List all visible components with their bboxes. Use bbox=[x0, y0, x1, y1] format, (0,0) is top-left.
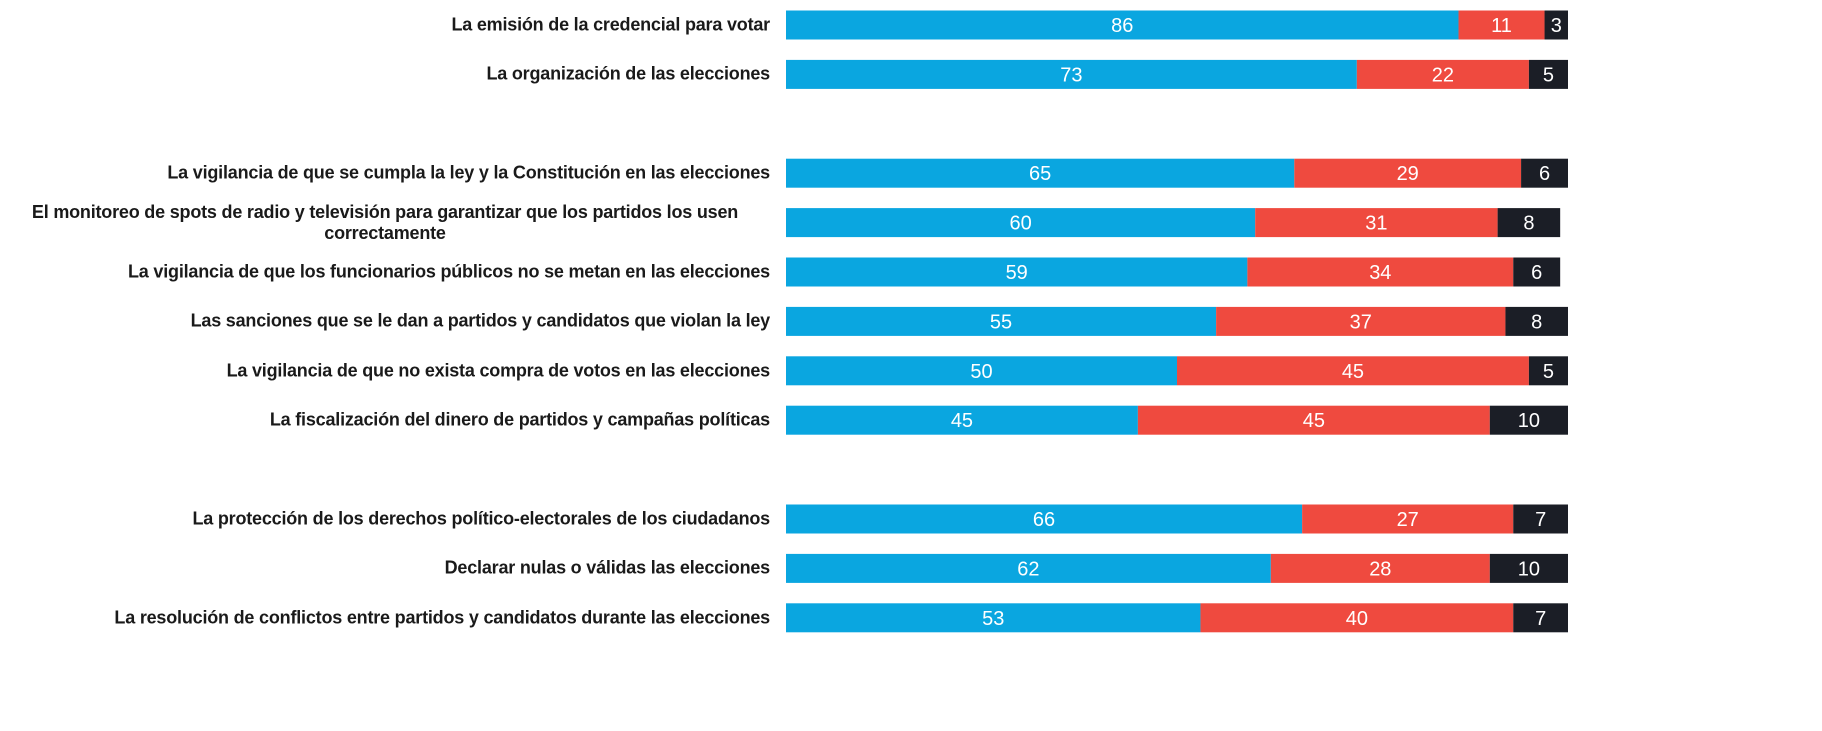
category-label: La emisión de la credencial para votar bbox=[451, 14, 770, 35]
value-label: 7 bbox=[1535, 608, 1546, 630]
category-label-box: Las sanciones que se le dan a partidos y… bbox=[0, 310, 771, 332]
bar-segment bbox=[786, 10, 1459, 40]
value-label: 34 bbox=[1369, 262, 1391, 284]
bar-segment bbox=[786, 208, 1256, 238]
value-label: 53 bbox=[982, 608, 1004, 630]
bar-segment bbox=[1513, 603, 1568, 633]
bar-segment bbox=[1513, 504, 1568, 534]
bar-segment bbox=[786, 356, 1177, 386]
category-label-box: La emisión de la credencial para votar bbox=[0, 15, 770, 36]
value-label: 6 bbox=[1539, 163, 1550, 185]
category-label-box: Declarar nulas o válidas las elecciones bbox=[0, 557, 771, 579]
category-label-box: La vigilancia de que los funcionarios pú… bbox=[0, 262, 770, 283]
bar-segment bbox=[1255, 208, 1498, 238]
value-label: 86 bbox=[1111, 15, 1133, 37]
bar-segment bbox=[1521, 158, 1568, 188]
category-label-box: La vigilancia de que se cumpla la ley y … bbox=[0, 163, 770, 184]
value-label: 62 bbox=[1017, 558, 1039, 580]
value-label: 50 bbox=[970, 361, 992, 383]
value-label: 45 bbox=[1303, 410, 1325, 432]
bar-segment bbox=[1356, 59, 1529, 89]
bar-segment bbox=[1200, 603, 1514, 633]
value-label: 5 bbox=[1543, 64, 1554, 86]
bar-segment bbox=[1458, 10, 1545, 40]
category-label-box: La vigilancia de que no exista compra de… bbox=[0, 360, 771, 381]
value-label: 5 bbox=[1543, 361, 1554, 383]
category-label-box: La resolución de conflictos entre partid… bbox=[0, 607, 770, 628]
value-label: 60 bbox=[1009, 213, 1031, 235]
bar-segment bbox=[786, 504, 1303, 534]
bar-segment bbox=[1294, 158, 1522, 188]
category-label-box: La protección de los derechos político-e… bbox=[0, 509, 770, 530]
bar-segment bbox=[1505, 306, 1568, 336]
bar-segment bbox=[1497, 208, 1561, 238]
category-label: La vigilancia de que se cumpla la ley y … bbox=[167, 162, 770, 183]
value-label: 31 bbox=[1365, 213, 1387, 235]
bar-segment bbox=[1528, 356, 1568, 386]
value-label: 45 bbox=[1342, 361, 1364, 383]
category-label: La vigilancia de que no exista compra de… bbox=[226, 360, 771, 381]
value-label: 65 bbox=[1029, 163, 1051, 185]
value-label: 45 bbox=[951, 410, 973, 432]
bar-segment bbox=[1302, 504, 1514, 534]
bar-segment bbox=[1216, 306, 1506, 336]
category-label: Declarar nulas o válidas las elecciones bbox=[444, 557, 771, 578]
value-label: 8 bbox=[1523, 213, 1534, 235]
bar-segment bbox=[786, 59, 1357, 89]
value-label: 55 bbox=[990, 311, 1012, 333]
category-label: El monitoreo de spots de radio y televis… bbox=[31, 201, 739, 243]
value-label: 40 bbox=[1346, 608, 1368, 630]
value-label: 3 bbox=[1551, 15, 1562, 37]
bar-segment bbox=[786, 257, 1248, 287]
value-label: 6 bbox=[1531, 262, 1542, 284]
bar-segment bbox=[786, 405, 1138, 435]
category-label-box: El monitoreo de spots de radio y televis… bbox=[0, 202, 770, 244]
value-label: 11 bbox=[1491, 15, 1512, 37]
value-label: 66 bbox=[1033, 509, 1055, 531]
category-label: La fiscalización del dinero de partidos … bbox=[269, 409, 770, 430]
value-label: 73 bbox=[1060, 64, 1082, 86]
bar-segment bbox=[1489, 405, 1568, 435]
category-label-box: La organización de las elecciones bbox=[0, 64, 770, 85]
bar-segment bbox=[786, 603, 1201, 633]
bar-segment bbox=[786, 158, 1295, 188]
bar-segment bbox=[1270, 553, 1490, 583]
bar-segment bbox=[786, 306, 1217, 336]
value-label: 27 bbox=[1397, 509, 1419, 531]
bar-segment bbox=[1489, 553, 1568, 583]
bar-segment bbox=[1528, 59, 1568, 89]
value-label: 22 bbox=[1432, 64, 1454, 86]
bar-segment bbox=[1137, 405, 1490, 435]
value-label: 29 bbox=[1397, 163, 1419, 185]
bar-segment bbox=[1544, 10, 1568, 40]
value-label: 7 bbox=[1535, 509, 1546, 531]
category-label: La protección de los derechos político-e… bbox=[192, 508, 770, 529]
category-label: La vigilancia de que los funcionarios pú… bbox=[128, 261, 770, 282]
value-label: 8 bbox=[1531, 311, 1542, 333]
value-label: 59 bbox=[1006, 262, 1028, 284]
bar-segment bbox=[786, 553, 1271, 583]
category-label: La organización de las elecciones bbox=[486, 63, 770, 84]
value-label: 10 bbox=[1518, 410, 1540, 432]
value-label: 28 bbox=[1369, 558, 1391, 580]
category-label-box: La fiscalización del dinero de partidos … bbox=[0, 410, 770, 431]
value-label: 37 bbox=[1350, 311, 1372, 333]
bar-segment bbox=[1247, 257, 1514, 287]
category-label: La resolución de conflictos entre partid… bbox=[114, 607, 770, 628]
bar-segment bbox=[1177, 356, 1529, 386]
value-label: 10 bbox=[1518, 558, 1540, 580]
bar-segment bbox=[1513, 257, 1561, 287]
category-label: Las sanciones que se le dan a partidos y… bbox=[190, 310, 771, 331]
